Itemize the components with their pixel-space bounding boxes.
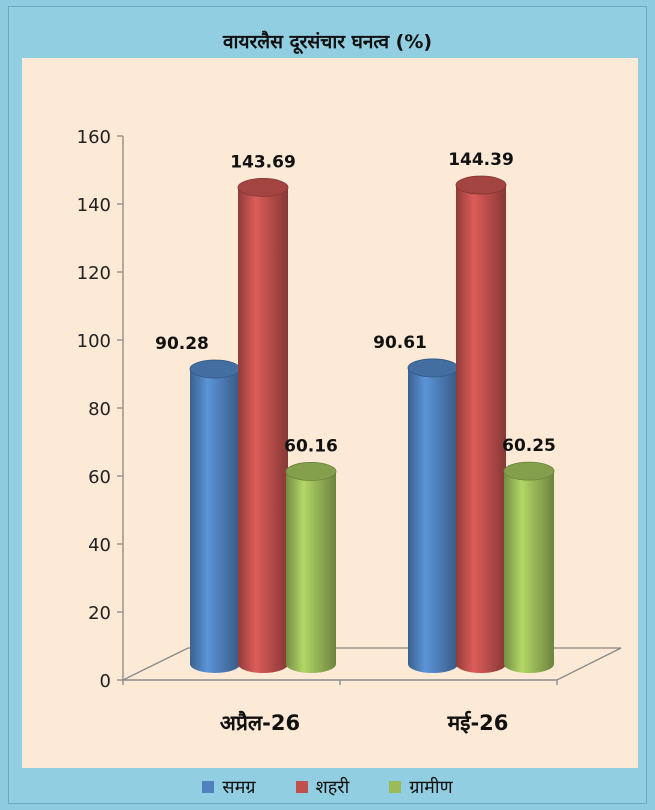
bar-top [407, 358, 459, 378]
data-label: 60.16 [284, 436, 338, 456]
x-tick-label: अप्रैल-26 [220, 710, 300, 735]
bar [408, 367, 458, 673]
legend-label-overall: समग्र [222, 777, 256, 798]
legend-label-rural: ग्रामीण [409, 777, 453, 798]
legend: समग्र शहरी ग्रामीण [0, 772, 655, 802]
y-tick-label: 140 [77, 195, 111, 216]
data-label: 144.39 [448, 150, 514, 170]
bar-top [503, 461, 555, 481]
bar [504, 471, 554, 673]
data-label: 60.25 [502, 436, 556, 456]
bar-top [237, 178, 289, 197]
bar [190, 369, 240, 673]
legend-item-overall: समग्र [202, 775, 256, 799]
legend-label-urban: शहरी [315, 777, 350, 798]
data-label: 90.61 [373, 333, 427, 353]
bar [238, 187, 288, 674]
bar [456, 185, 506, 673]
y-tick-label: 160 [77, 127, 111, 148]
y-tick-label: 100 [77, 331, 111, 352]
legend-swatch-urban [295, 781, 308, 793]
bar-top [285, 462, 337, 481]
data-label: 90.28 [155, 334, 209, 354]
legend-item-rural: ग्रामीण [389, 775, 453, 799]
x-tick-label: मई-26 [447, 710, 509, 735]
bar-top [455, 175, 507, 195]
legend-item-urban: शहरी [295, 775, 350, 799]
bar [286, 471, 336, 673]
data-label: 143.69 [230, 152, 296, 172]
legend-swatch-rural [389, 781, 402, 793]
y-tick-label: 0 [100, 671, 111, 692]
y-tick-label: 120 [77, 263, 111, 284]
y-tick-label: 80 [88, 399, 111, 420]
legend-swatch-overall [202, 781, 215, 793]
y-tick-label: 40 [88, 535, 111, 556]
y-tick-label: 60 [88, 467, 111, 488]
bar-top [189, 359, 241, 379]
y-tick-label: 20 [88, 603, 111, 624]
chart-title: वायरलैस दूरसंचार घनत्व (%) [222, 31, 433, 53]
